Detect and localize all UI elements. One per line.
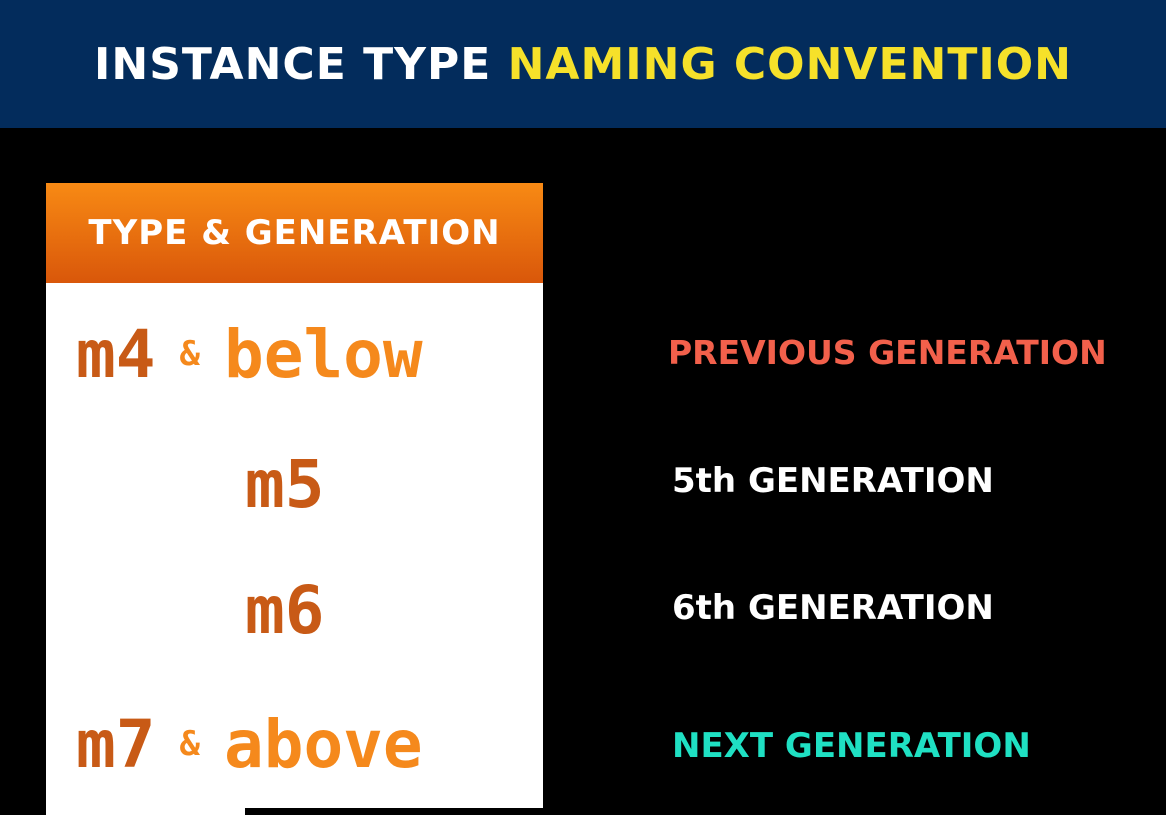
label-previous-generation: PREVIOUS GENERATION <box>668 333 1107 372</box>
page-title: INSTANCE TYPE NAMING CONVENTION <box>94 39 1072 90</box>
row-m4-code: m4 & below <box>76 322 423 388</box>
type-m6: m6 <box>245 572 325 649</box>
row-m7-code: m7 & above <box>76 712 423 778</box>
word-above: above <box>223 706 423 783</box>
title-part-1: INSTANCE TYPE <box>94 38 492 90</box>
row-m5-code: m5 <box>245 452 324 518</box>
type-generation-panel <box>46 183 543 815</box>
type-m5: m5 <box>245 446 325 523</box>
type-m7: m7 <box>76 706 156 783</box>
panel-header-label: TYPE & GENERATION <box>88 213 501 253</box>
word-below: below <box>223 316 423 393</box>
panel-header: TYPE & GENERATION <box>46 183 543 283</box>
ampersand: & <box>179 334 200 374</box>
type-m4: m4 <box>76 316 156 393</box>
title-part-2: NAMING CONVENTION <box>507 38 1072 90</box>
ampersand: & <box>179 724 200 764</box>
label-6th-generation: 6th GENERATION <box>672 588 994 628</box>
label-next-generation: NEXT GENERATION <box>672 726 1031 766</box>
row-m6-code: m6 <box>245 578 324 644</box>
label-5th-generation: 5th GENERATION <box>672 461 994 501</box>
panel-cutout <box>245 808 543 815</box>
title-banner: INSTANCE TYPE NAMING CONVENTION <box>0 0 1166 128</box>
